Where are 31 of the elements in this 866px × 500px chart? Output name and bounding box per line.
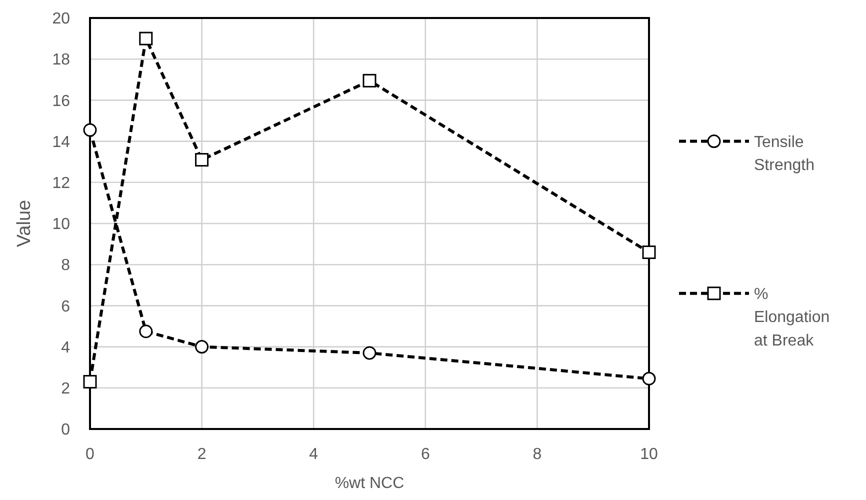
y-tick-label: 12 bbox=[52, 175, 70, 192]
y-tick-label: 4 bbox=[61, 339, 70, 356]
x-tick-label: 6 bbox=[420, 446, 430, 463]
x-tick-label: 2 bbox=[197, 446, 206, 463]
legend-label: % Elongation at Break bbox=[754, 286, 830, 350]
point bbox=[362, 74, 376, 88]
y-tick-label: 0 bbox=[61, 422, 70, 439]
point bbox=[642, 372, 656, 386]
point bbox=[195, 153, 209, 167]
y-axis-title: Value bbox=[14, 200, 35, 248]
y-tick-label: 10 bbox=[52, 216, 70, 234]
legend-label: Tensile Strength bbox=[754, 134, 814, 174]
y-tick-label: 6 bbox=[61, 298, 70, 316]
y-tick-label: 8 bbox=[61, 257, 70, 274]
y-tick-label: 14 bbox=[52, 134, 70, 151]
point bbox=[362, 346, 376, 360]
point bbox=[83, 374, 97, 388]
point bbox=[83, 123, 97, 137]
x-tick-label: 4 bbox=[309, 446, 318, 463]
point bbox=[642, 246, 656, 260]
point bbox=[139, 324, 153, 338]
x-tick-label: 10 bbox=[640, 446, 658, 463]
y-tick-label: 16 bbox=[52, 92, 70, 110]
x-tick-label: 8 bbox=[532, 446, 542, 463]
point bbox=[195, 340, 209, 354]
y-tick-label: 20 bbox=[52, 10, 70, 28]
x-axis-title: %wt NCC bbox=[334, 475, 404, 492]
x-tick-label: 0 bbox=[86, 446, 95, 463]
y-tick-label: 18 bbox=[52, 52, 70, 69]
point bbox=[139, 32, 153, 46]
y-tick-label: 2 bbox=[61, 380, 70, 398]
